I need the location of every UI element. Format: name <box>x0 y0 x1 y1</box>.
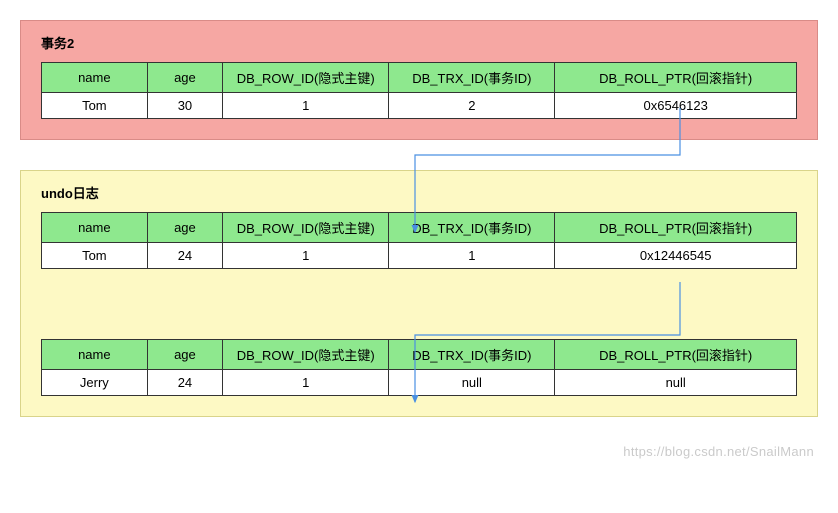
cell-name: Jerry <box>42 370 148 396</box>
col-age: age <box>147 340 223 370</box>
col-rollptr: DB_ROLL_PTR(回滚指针) <box>555 340 797 370</box>
col-rowid: DB_ROW_ID(隐式主键) <box>223 340 389 370</box>
transaction-panel-title: 事务2 <box>41 33 797 52</box>
undo-log-panel-title: undo日志 <box>41 183 797 202</box>
cell-age: 24 <box>147 370 223 396</box>
watermark: https://blog.csdn.net/SnailMann <box>623 444 814 459</box>
cell-trxid: 2 <box>389 93 555 119</box>
col-name: name <box>42 340 148 370</box>
cell-rollptr: 0x12446545 <box>555 243 797 269</box>
table-row: Jerry 24 1 null null <box>42 370 797 396</box>
cell-age: 30 <box>147 93 223 119</box>
cell-rollptr: null <box>555 370 797 396</box>
undo-table-1: name age DB_ROW_ID(隐式主键) DB_TRX_ID(事务ID)… <box>41 212 797 269</box>
table-header-row: name age DB_ROW_ID(隐式主键) DB_TRX_ID(事务ID)… <box>42 213 797 243</box>
transaction-panel: 事务2 name age DB_ROW_ID(隐式主键) DB_TRX_ID(事… <box>20 20 818 140</box>
table-header-row: name age DB_ROW_ID(隐式主键) DB_TRX_ID(事务ID)… <box>42 63 797 93</box>
col-trxid: DB_TRX_ID(事务ID) <box>389 340 555 370</box>
col-trxid: DB_TRX_ID(事务ID) <box>389 63 555 93</box>
cell-rowid: 1 <box>223 370 389 396</box>
col-age: age <box>147 213 223 243</box>
col-trxid: DB_TRX_ID(事务ID) <box>389 213 555 243</box>
col-name: name <box>42 213 148 243</box>
col-age: age <box>147 63 223 93</box>
table-row: Tom 24 1 1 0x12446545 <box>42 243 797 269</box>
col-rollptr: DB_ROLL_PTR(回滚指针) <box>555 213 797 243</box>
cell-name: Tom <box>42 93 148 119</box>
col-name: name <box>42 63 148 93</box>
transaction-table: name age DB_ROW_ID(隐式主键) DB_TRX_ID(事务ID)… <box>41 62 797 119</box>
cell-rowid: 1 <box>223 243 389 269</box>
table-header-row: name age DB_ROW_ID(隐式主键) DB_TRX_ID(事务ID)… <box>42 340 797 370</box>
col-rowid: DB_ROW_ID(隐式主键) <box>223 63 389 93</box>
undo-log-panel: undo日志 name age DB_ROW_ID(隐式主键) DB_TRX_I… <box>20 170 818 417</box>
col-rollptr: DB_ROLL_PTR(回滚指针) <box>555 63 797 93</box>
col-rowid: DB_ROW_ID(隐式主键) <box>223 213 389 243</box>
cell-trxid: null <box>389 370 555 396</box>
cell-name: Tom <box>42 243 148 269</box>
undo-table-2: name age DB_ROW_ID(隐式主键) DB_TRX_ID(事务ID)… <box>41 339 797 396</box>
table-row: Tom 30 1 2 0x6546123 <box>42 93 797 119</box>
cell-rollptr: 0x6546123 <box>555 93 797 119</box>
cell-age: 24 <box>147 243 223 269</box>
cell-rowid: 1 <box>223 93 389 119</box>
cell-trxid: 1 <box>389 243 555 269</box>
